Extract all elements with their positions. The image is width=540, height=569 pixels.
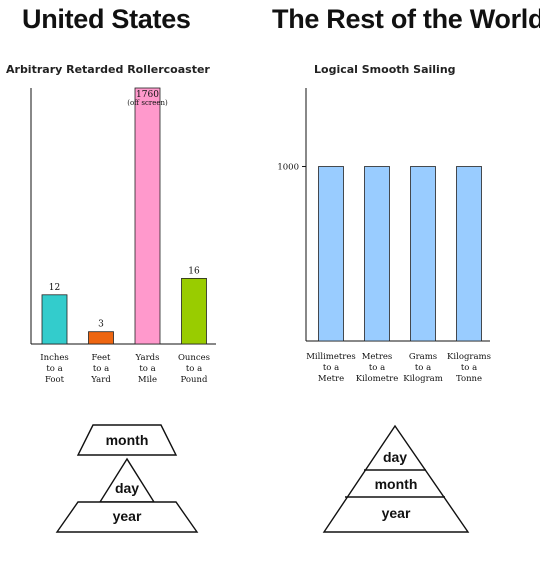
us-category-label: to a xyxy=(186,364,202,374)
us-bar xyxy=(88,331,114,345)
us-bar xyxy=(181,277,207,345)
world-category-label: Kilograms xyxy=(447,352,491,362)
world-bar xyxy=(410,166,436,342)
world-pyramid-top-label: day xyxy=(383,449,407,465)
world-bar xyxy=(456,166,482,342)
us-category-label: Ounces xyxy=(178,353,210,363)
us-pyramid-middle-label: day xyxy=(115,480,139,496)
us-pyramid-bottom-label: year xyxy=(113,508,142,524)
world-bar xyxy=(318,166,344,342)
us-pyramid-top-label: month xyxy=(106,432,149,448)
world-category-label: Millimetres xyxy=(306,352,356,362)
us-category-label: Yards xyxy=(135,353,160,363)
us-bar xyxy=(41,294,68,345)
us-category-label: to a xyxy=(139,364,155,374)
us-category-label: to a xyxy=(93,364,109,374)
us-bar-value-label: 1760 xyxy=(136,90,159,100)
us-chart-title: Arbitrary Retarded Rollercoaster xyxy=(6,63,210,76)
us-category-label: Inches xyxy=(40,353,68,363)
us-category-label: to a xyxy=(46,364,62,374)
world-chart-title: Logical Smooth Sailing xyxy=(314,63,456,76)
world-y-tick-label: 1000 xyxy=(277,163,299,173)
world-category-label: to a xyxy=(415,363,431,373)
us-bar-annotation: (off screen) xyxy=(127,99,168,107)
us-bar xyxy=(134,87,161,345)
us-pyramid-top-trapezoid xyxy=(76,424,178,456)
world-category-label: Tonne xyxy=(456,374,482,384)
world-category-label: Kilometre xyxy=(356,374,399,384)
us-bar-value-label: 16 xyxy=(188,266,200,276)
world-category-label: to a xyxy=(461,363,477,373)
world-category-label: Metres xyxy=(362,352,393,362)
us-category-label: Feet xyxy=(92,353,111,363)
world-category-label: to a xyxy=(369,363,385,373)
us-pyramid-bottom-trapezoid xyxy=(55,501,199,533)
us-heading: United States xyxy=(22,4,191,34)
world-category-label: Kilogram xyxy=(403,374,443,384)
world-pyramid-bottom-label: year xyxy=(382,505,411,521)
world-category-label: Metre xyxy=(318,374,344,384)
world-pyramid-middle-label: month xyxy=(375,476,418,492)
us-bar-value-label: 12 xyxy=(49,283,60,293)
us-category-label: Pound xyxy=(181,375,208,385)
world-date-pyramid: day month year xyxy=(322,424,470,533)
us-category-label: Yard xyxy=(90,375,111,385)
world-category-label: to a xyxy=(323,363,339,373)
world-heading: The Rest of the World xyxy=(272,4,540,34)
us-category-label: Foot xyxy=(45,375,65,385)
world-bar xyxy=(364,166,390,342)
world-category-label: Grams xyxy=(409,352,437,362)
us-category-label: Mile xyxy=(138,375,157,385)
us-bar-value-label: 3 xyxy=(98,320,104,330)
us-date-pyramid: month day year xyxy=(55,424,199,533)
world-pyramid-outline xyxy=(322,424,470,533)
